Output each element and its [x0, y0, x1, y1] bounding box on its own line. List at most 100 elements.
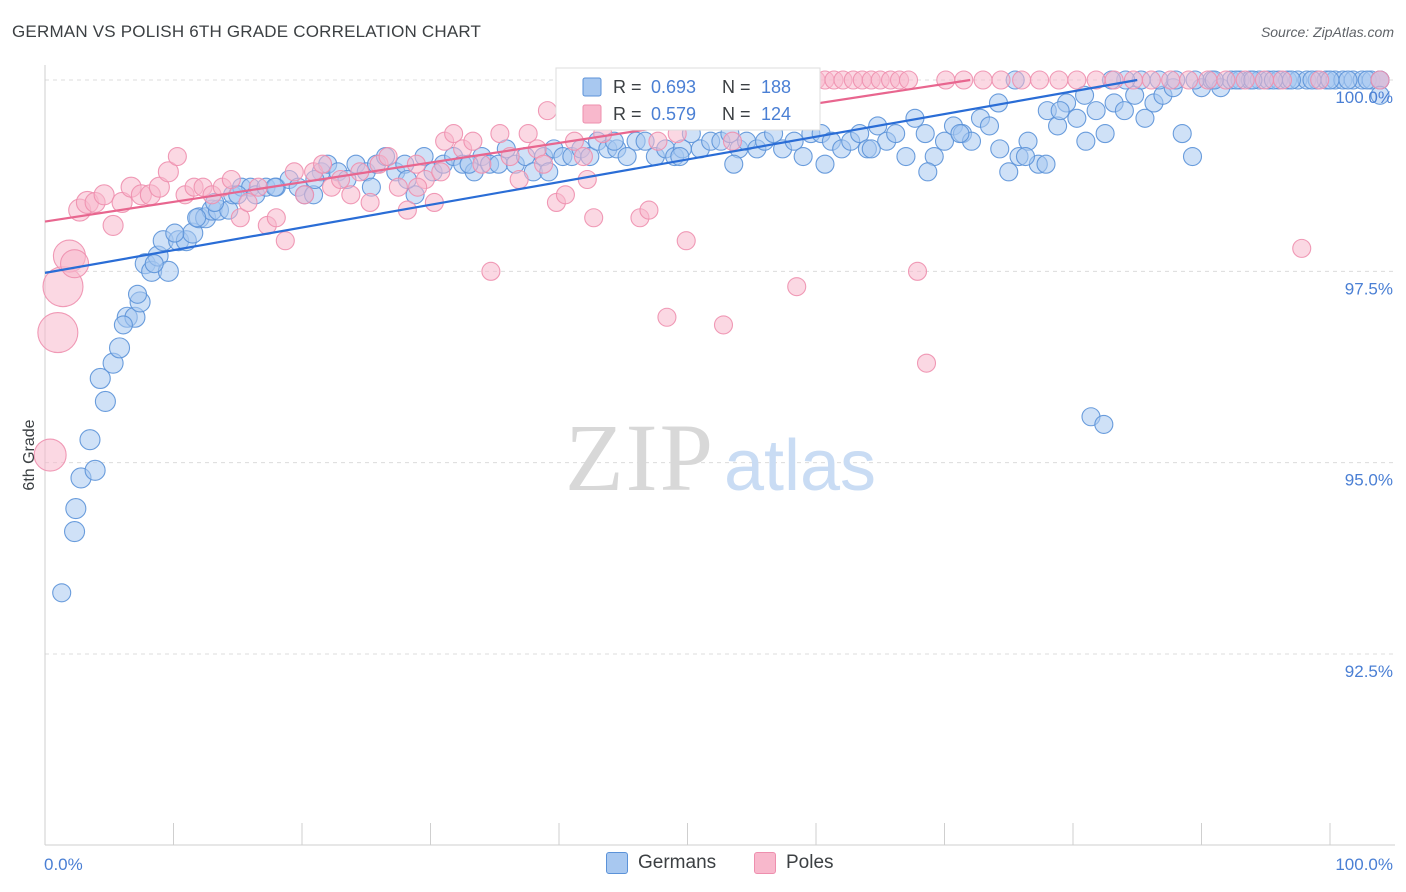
stats-n-value-0: 188	[761, 77, 791, 97]
point-germans-172	[127, 284, 148, 304]
point-poles-4	[60, 249, 90, 279]
point-poles-113	[1216, 70, 1236, 90]
stats-n-label-0: N =	[722, 77, 751, 97]
point-poles-120	[408, 177, 428, 197]
point-poles-39	[378, 146, 398, 167]
point-germans-5	[84, 459, 106, 481]
point-poles-60	[573, 146, 593, 167]
legend-label-germans: Germans	[638, 852, 717, 873]
point-poles-49	[472, 154, 492, 174]
y-tick-label-1: 95.0%	[1345, 471, 1393, 490]
point-germans-6	[89, 367, 111, 390]
point-germans-2	[65, 498, 87, 520]
point-germans-4	[79, 429, 101, 451]
point-poles-35	[341, 185, 361, 205]
point-poles-102	[1012, 70, 1032, 90]
point-poles-123	[577, 169, 597, 190]
point-germans-108	[979, 116, 1000, 136]
point-poles-29	[284, 162, 304, 182]
point-poles-98	[936, 70, 956, 90]
point-poles-67	[639, 200, 659, 220]
point-poles-71	[676, 231, 696, 251]
point-germans-170	[165, 223, 185, 243]
point-germans-128	[1172, 124, 1192, 144]
point-germans-173	[113, 315, 133, 335]
stats-r-label-0: R =	[613, 77, 642, 97]
point-poles-97	[916, 353, 937, 373]
point-germans-154	[950, 124, 970, 144]
chart-title: GERMAN VS POLISH 6TH GRADE CORRELATION C…	[12, 22, 482, 41]
point-poles-101	[991, 70, 1011, 90]
legend-item-poles[interactable]: Poles	[754, 852, 834, 874]
point-poles-51	[490, 124, 510, 144]
point-poles-61	[584, 208, 604, 228]
point-poles-105	[1067, 70, 1087, 90]
point-poles-103	[1030, 70, 1050, 90]
point-poles-119	[1370, 70, 1390, 90]
point-poles-96	[907, 261, 928, 281]
y-tick-label-2: 97.5%	[1345, 279, 1393, 298]
point-poles-118	[1310, 70, 1330, 90]
point-poles-117	[1292, 238, 1312, 258]
point-poles-100	[973, 70, 993, 90]
point-poles-15	[157, 161, 179, 183]
point-germans-110	[999, 162, 1019, 182]
stats-r-value-1: 0.579	[651, 104, 696, 124]
point-poles-32	[313, 154, 333, 174]
point-germans-1	[64, 520, 86, 543]
point-poles-28	[275, 231, 295, 251]
y-tick-label-0: 92.5%	[1345, 662, 1393, 681]
point-germans-101	[915, 124, 935, 144]
point-poles-69	[657, 307, 677, 327]
point-germans-151	[1094, 414, 1114, 434]
point-poles-27	[266, 208, 286, 228]
point-germans-69	[617, 146, 637, 167]
point-poles-111	[1179, 70, 1199, 90]
point-poles-34	[330, 169, 351, 190]
point-germans-193	[1050, 101, 1070, 121]
legend-item-germans[interactable]: Germans	[606, 852, 716, 874]
point-germans-88	[793, 146, 813, 167]
point-germans-124	[1135, 108, 1155, 128]
point-poles-104	[1049, 70, 1069, 90]
y-tick-label-3: 100.0%	[1335, 88, 1393, 107]
watermark-zip: ZIP	[565, 404, 715, 511]
point-poles-23	[230, 208, 250, 228]
point-poles-95	[898, 70, 919, 90]
x-tick-label-0: 0.0%	[44, 855, 83, 874]
point-germans-7	[94, 390, 116, 412]
point-germans-155	[918, 162, 938, 182]
series-germans	[52, 70, 1390, 603]
stats-swatch-0	[582, 77, 602, 97]
point-poles-46	[444, 124, 464, 144]
point-poles-116	[1272, 70, 1293, 90]
stats-n-value-1: 124	[761, 104, 791, 124]
point-poles-112	[1198, 70, 1218, 90]
x-tick-label-1: 100.0%	[1335, 855, 1393, 874]
point-germans-122	[1114, 101, 1134, 121]
point-poles-24	[238, 192, 258, 213]
stats-r-value-0: 0.693	[651, 77, 696, 97]
point-germans-117	[1067, 108, 1087, 128]
point-poles-30	[295, 185, 315, 205]
point-poles-40	[388, 177, 408, 197]
legend-swatch-poles	[754, 852, 776, 874]
point-germans-118	[1076, 131, 1096, 151]
point-poles-1	[37, 312, 79, 354]
point-poles-48	[463, 131, 483, 151]
point-germans-157	[815, 154, 835, 174]
watermark-atlas: atlas	[724, 426, 876, 506]
point-poles-50	[481, 261, 501, 281]
point-germans-120	[1095, 124, 1115, 144]
point-germans-103	[934, 131, 955, 151]
point-poles-75	[713, 315, 734, 335]
point-poles-8	[93, 184, 115, 206]
point-poles-83	[787, 277, 807, 297]
point-germans-109	[990, 139, 1010, 159]
point-poles-37	[360, 192, 380, 213]
point-poles-58	[555, 185, 575, 205]
point-germans-153	[1036, 154, 1056, 174]
point-poles-68	[648, 131, 668, 151]
point-germans-152	[1015, 146, 1036, 167]
